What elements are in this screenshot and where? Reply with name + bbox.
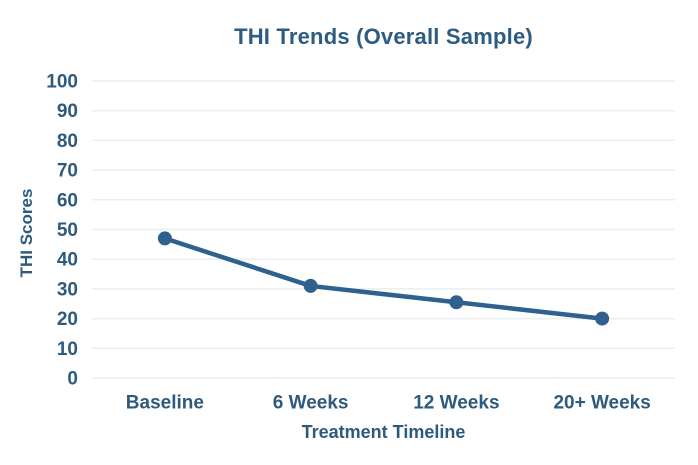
- y-tick-label: 10: [57, 339, 78, 360]
- y-tick-label: 30: [57, 279, 78, 300]
- series-line: [162, 236, 605, 321]
- x-tick-label: Baseline: [126, 393, 204, 414]
- y-tick-label: 40: [57, 250, 78, 271]
- x-tick-label: 12 Weeks: [413, 393, 499, 414]
- x-axis-label: Treatment Timeline: [301, 422, 466, 442]
- y-tick-label: 20: [57, 309, 78, 330]
- x-tick-label: 20+ Weeks: [553, 393, 650, 414]
- y-tick-label: 70: [57, 161, 78, 182]
- x-tick-label: 6 Weeks: [273, 393, 349, 414]
- y-tick-label: 60: [57, 190, 78, 211]
- data-point: [595, 311, 610, 326]
- y-tick-label: 80: [57, 131, 78, 152]
- chart-title: THI Trends (Overall Sample): [234, 24, 533, 49]
- y-tick-label: 50: [57, 220, 78, 241]
- data-point: [157, 231, 172, 246]
- y-tick-label: 0: [67, 369, 78, 390]
- data-point: [303, 278, 318, 293]
- y-tick-label: 100: [46, 72, 78, 93]
- y-tick-label: 90: [57, 101, 78, 122]
- data-point: [449, 295, 464, 310]
